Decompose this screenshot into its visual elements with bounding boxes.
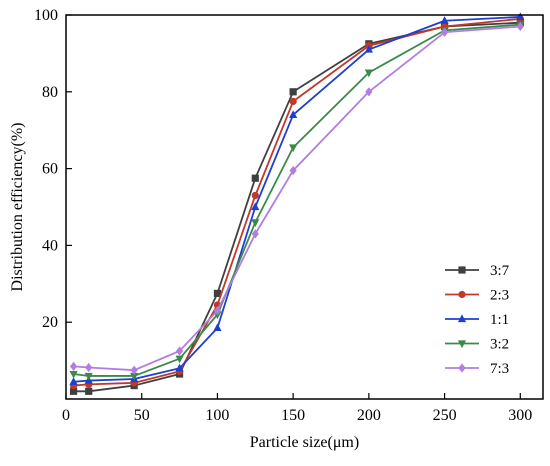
data-point-1-6 xyxy=(251,174,259,182)
legend-item-1: 3:7 xyxy=(445,263,510,279)
data-point-3-4 xyxy=(175,363,184,372)
data-point-3-8 xyxy=(364,44,373,53)
data-point-3-6 xyxy=(251,202,260,211)
data-point-5-8 xyxy=(365,87,373,97)
legend-marker-4 xyxy=(457,340,467,349)
legend-marker-1 xyxy=(458,266,466,274)
data-point-5-1 xyxy=(69,361,78,371)
data-point-5-7 xyxy=(289,165,297,176)
y-tick-label-60: 60 xyxy=(42,161,58,178)
data-point-1-7 xyxy=(289,88,297,96)
data-point-1-2 xyxy=(85,387,93,395)
data-point-5-3 xyxy=(130,365,138,375)
series-5 xyxy=(69,21,524,375)
legend-label-2: 2:3 xyxy=(490,288,509,304)
y-tick-label-80: 80 xyxy=(42,84,58,101)
data-point-3-5 xyxy=(213,323,222,332)
legend-marker-3 xyxy=(457,314,467,323)
data-point-3-7 xyxy=(289,110,298,118)
data-point-5-2 xyxy=(85,362,93,373)
data-point-4-1 xyxy=(69,370,78,379)
data-point-5-4 xyxy=(175,346,184,356)
y-tick-label-20: 20 xyxy=(42,314,58,331)
plot-frame xyxy=(65,14,544,400)
data-point-4-4 xyxy=(175,355,184,364)
legend-marker-5 xyxy=(458,363,466,373)
data-point-3-9 xyxy=(440,16,449,24)
x-tick-label-300: 300 xyxy=(508,407,532,424)
legend-label-1: 3:7 xyxy=(490,263,510,279)
data-point-3-1 xyxy=(69,377,78,385)
legend-item-3: 1:1 xyxy=(445,312,509,328)
data-point-4-3 xyxy=(130,372,139,381)
x-tick-label-50: 50 xyxy=(134,407,150,424)
data-point-4-7 xyxy=(289,144,298,153)
x-axis-title: Particle size(μm) xyxy=(250,434,359,451)
y-tick-label-100: 100 xyxy=(34,7,58,24)
x-tick-label-0: 0 xyxy=(62,407,70,424)
legend-item-4: 3:2 xyxy=(445,337,509,353)
data-point-4-8 xyxy=(364,69,373,78)
x-tick-label-100: 100 xyxy=(205,407,229,424)
data-point-4-2 xyxy=(84,372,93,381)
x-tick-label-250: 250 xyxy=(433,407,457,424)
data-point-3-10 xyxy=(516,12,525,21)
data-point-1-1 xyxy=(69,387,78,395)
data-point-5-9 xyxy=(440,27,449,37)
legend-label-3: 1:1 xyxy=(490,312,509,328)
legend-item-5: 7:3 xyxy=(445,361,509,377)
series-line-5 xyxy=(73,25,521,372)
data-point-2-7 xyxy=(289,97,297,105)
x-tick-label-200: 200 xyxy=(357,407,381,424)
series-line-4 xyxy=(73,23,521,377)
legend-marker-2 xyxy=(458,290,466,299)
legend-item-2: 2:3 xyxy=(445,288,509,304)
legend: 3:7 2:3 1:1 3:2 7:3 xyxy=(445,263,510,377)
x-tick-label-150: 150 xyxy=(281,407,305,424)
y-axis-title: Distribution efficiency(%) xyxy=(9,123,26,292)
data-point-1-5 xyxy=(213,289,222,297)
data-point-5-6 xyxy=(251,229,259,239)
data-point-2-6 xyxy=(251,191,259,200)
data-point-5-5 xyxy=(213,306,222,316)
data-point-4-6 xyxy=(251,219,260,227)
y-tick-label-40: 40 xyxy=(42,237,58,254)
data-point-5-10 xyxy=(516,21,524,32)
legend-label-4: 3:2 xyxy=(490,337,509,353)
legend-label-5: 7:3 xyxy=(490,361,509,377)
